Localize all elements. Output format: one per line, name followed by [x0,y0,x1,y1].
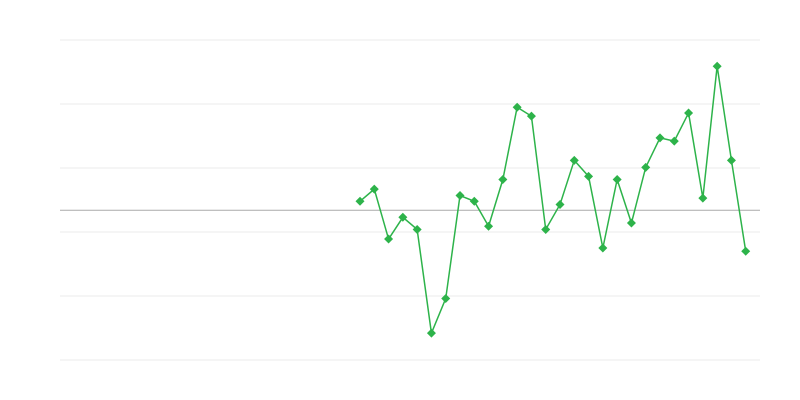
data-point [669,136,679,146]
data-point [355,196,365,206]
data-point [569,155,579,165]
data-point [484,221,494,231]
data-point [626,218,636,228]
data-point [741,246,751,256]
data-point [584,171,594,181]
data-point [398,212,408,222]
data-point [384,234,394,244]
data-point [698,193,708,203]
data-point [498,175,508,185]
data-point [684,108,694,118]
series-line [359,66,747,336]
data-point [526,111,536,121]
data-point [726,155,736,165]
data-point [655,133,665,143]
data-point [541,224,551,234]
data-point [641,162,651,172]
data-point [555,199,565,209]
data-point [512,102,522,112]
data-point [712,61,722,71]
data-point [455,191,465,201]
data-point [426,328,436,338]
data-point [612,175,622,185]
data-point [598,243,608,253]
data-point [441,294,451,304]
series-markers [355,61,751,338]
data-point [369,184,379,194]
data-point [412,224,422,234]
gridlines [60,39,760,361]
data-point [469,196,479,206]
